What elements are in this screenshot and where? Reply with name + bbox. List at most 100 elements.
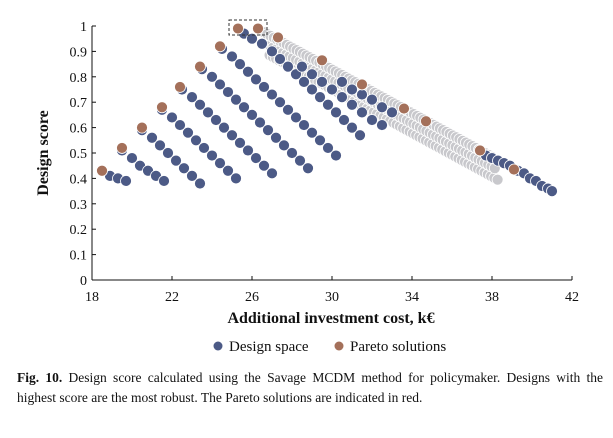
design-space-point [186,91,198,104]
tick-labels: 18 22 26 30 34 38 42 0 0.1 0.2 0.3 0.4 0.5 0.6 0.7 0.8 0… [70,20,580,305]
design-space-point [234,58,246,70]
design-space-point [126,152,138,164]
pareto-point [398,102,410,115]
design-space-point [238,101,250,114]
design-space-point [214,78,226,91]
legend: Design space Pareto solutions [213,339,446,355]
design-space-point [154,139,166,152]
design-space-point [338,114,350,126]
x-tick-label: 22 [165,290,179,305]
design-space-point [258,159,270,172]
design-space-point [306,83,318,96]
design-space-point [314,134,326,147]
design-space-point [336,75,348,88]
design-space-point [266,45,278,58]
design-space-point [162,147,174,159]
y-tick-label: 0.2 [70,223,88,238]
design-space-point [290,111,302,124]
design-space-point [222,86,234,98]
design-space-point [306,126,318,139]
legend-label-design-space: Design space [229,339,309,355]
pareto-point [252,22,264,35]
design-space-point [316,75,328,88]
design-space-point [214,157,226,170]
design-space-point [322,98,334,111]
design-space-point [386,106,398,119]
legend-marker-pareto [334,341,344,351]
design-space-point [230,172,242,185]
pareto-point [116,142,128,154]
design-space-point [546,185,558,198]
design-space-point [258,81,270,93]
design-space-point [274,53,286,65]
design-space-point [194,98,206,111]
design-space-point [330,149,342,162]
design-space-point [242,144,254,157]
pareto-point [356,78,368,91]
design-space-point [282,103,294,116]
pareto-point [272,31,284,44]
y-tick-label: 0.9 [70,45,88,60]
design-space-point [298,119,310,131]
x-tick-label: 34 [405,290,419,305]
design-space-point [346,98,358,111]
design-space-point [194,177,206,190]
design-space-point [190,134,202,147]
design-space-point [146,131,158,144]
design-space-point [206,70,218,83]
design-space-point [326,83,338,96]
pareto-point [316,54,328,67]
design-space-point [274,96,286,109]
design-space-point [270,131,282,144]
design-space-point [226,50,238,63]
design-space-point [250,73,262,86]
pareto-point [474,144,486,157]
design-space-point [166,111,178,124]
design-space-point [278,139,290,152]
pareto-point [194,60,206,73]
pareto-point [156,101,168,114]
x-tick-label: 38 [485,290,499,305]
design-space-point [366,93,378,106]
design-space-point [356,106,368,119]
highlight-box [228,19,268,36]
design-space-point [330,106,342,119]
y-axis-title: Design score [35,110,52,195]
y-tick-label: 0.5 [70,147,88,162]
design-space-point [491,173,504,186]
x-axis-title: Additional investment cost, k€ [227,310,434,327]
design-space-point [234,136,246,149]
design-space-point [314,91,326,104]
design-space-point [226,129,238,142]
design-space-point [178,162,190,175]
design-space-point [376,119,388,131]
x-tick-label: 26 [245,290,259,305]
pareto-points [96,22,520,177]
design-space-point [336,91,348,104]
design-space-point [266,167,278,180]
pareto-point [174,81,186,93]
y-tick-label: 0.4 [70,172,88,187]
scatter-chart: 18 22 26 30 34 38 42 0 0.1 0.2 0.3 0.4 0.5 0.6 0.7 0.8 0… [35,19,580,355]
design-space-point [262,124,274,137]
design-space-point [210,114,222,126]
design-space-point [206,149,218,162]
y-tick-label: 1 [80,20,87,35]
design-space-point [366,114,378,126]
pareto-point [232,22,244,35]
design-space-point [282,60,294,73]
pareto-point [136,121,148,134]
legend-marker-design-space [213,341,223,351]
y-tick-label: 0.7 [70,96,88,111]
y-tick-label: 0.3 [70,198,88,213]
y-tick-label: 0.1 [70,249,88,264]
design-space-point [286,147,298,159]
design-space-point [294,154,306,167]
design-space-point [202,106,214,119]
caption-label: Fig. 10. [17,370,63,385]
pareto-point [508,163,520,176]
figure-caption: Fig. 10. Design score calculated using t… [17,368,603,408]
design-space-point [158,175,170,187]
design-space-point [254,116,266,129]
y-tick-label: 0.6 [70,122,88,137]
